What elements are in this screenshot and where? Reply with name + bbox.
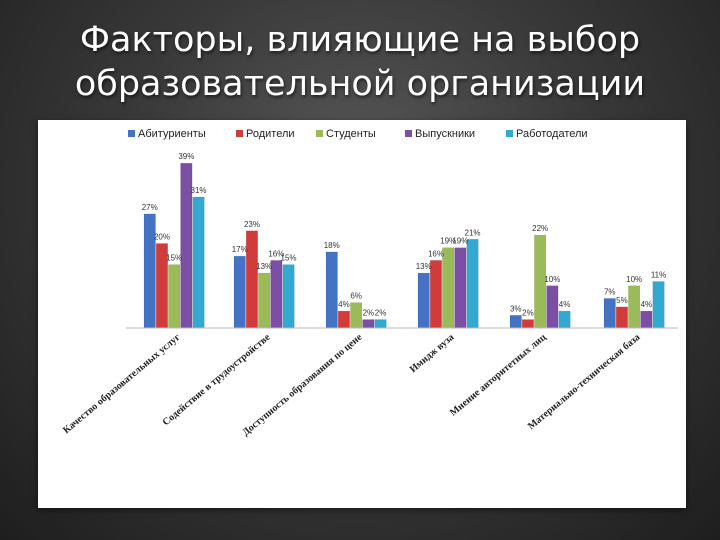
bar xyxy=(245,230,258,329)
bar xyxy=(558,310,571,329)
bar xyxy=(521,319,534,329)
bar xyxy=(325,251,338,329)
legend-entry: Выпускники xyxy=(415,128,475,140)
bar xyxy=(143,213,156,329)
bar-value-label: 2% xyxy=(375,309,387,318)
bar-value-label: 22% xyxy=(532,224,548,233)
bar-value-label: 31% xyxy=(191,186,207,195)
bar xyxy=(442,247,455,329)
bar-value-label: 2% xyxy=(363,309,375,318)
category-label: Имидж вуза xyxy=(408,332,457,375)
legend-swatch xyxy=(128,130,135,137)
bar xyxy=(350,302,363,329)
bar-value-label: 20% xyxy=(154,233,170,242)
bar-value-label: 2% xyxy=(522,309,534,318)
category-label: Содействие в трудоустройстве xyxy=(161,332,273,429)
bar xyxy=(454,247,467,329)
bar xyxy=(652,281,665,329)
bar-value-label: 19% xyxy=(440,237,456,246)
slide-title: Факторы, влияющие на выбор образовательн… xyxy=(0,18,720,106)
bar xyxy=(640,310,653,329)
bar xyxy=(466,239,479,329)
legend-swatch xyxy=(236,130,243,137)
bar-value-label: 10% xyxy=(544,275,560,284)
bar-value-label: 16% xyxy=(268,249,284,258)
bar-value-label: 4% xyxy=(559,300,571,309)
bar-value-label: 3% xyxy=(510,304,522,313)
legend-swatch xyxy=(316,130,323,137)
bar-value-label: 5% xyxy=(616,296,628,305)
bar-value-label: 4% xyxy=(641,300,653,309)
bar-value-label: 39% xyxy=(178,152,194,161)
chart-panel: Абитуриенты Родители Студенты Выпускники Раб… xyxy=(38,120,686,508)
bar-value-label: 18% xyxy=(324,241,340,250)
bar xyxy=(603,298,616,329)
bar-value-label: 13% xyxy=(416,262,432,271)
bar xyxy=(546,285,559,329)
bar-value-label: 11% xyxy=(651,271,666,280)
bar xyxy=(615,306,628,329)
bar-value-label: 27% xyxy=(142,203,158,212)
bar-value-label: 13% xyxy=(256,262,272,271)
bar-value-label: 21% xyxy=(465,228,481,237)
chart-category-labels: Качество образовательных услугСодействие… xyxy=(61,332,642,439)
bar-value-label: 19% xyxy=(452,237,468,246)
bar xyxy=(168,264,181,329)
bar xyxy=(362,319,375,329)
legend-entry: Абитуриенты xyxy=(138,128,206,140)
bar-value-label: 15% xyxy=(166,254,182,263)
bar xyxy=(282,264,295,329)
chart-value-labels: 27%20%15%39%31%17%23%13%16%15%18%4%6%2% 2… xyxy=(142,152,667,317)
bar xyxy=(258,272,271,329)
bar-value-label: 6% xyxy=(350,292,362,301)
bar-chart: Абитуриенты Родители Студенты Выпускники Раб… xyxy=(61,128,678,439)
bar xyxy=(417,272,430,329)
legend-entry: Студенты xyxy=(326,128,376,140)
bar-value-label: 17% xyxy=(232,245,248,254)
slide-title-line-1: Факторы, влияющие на выбор xyxy=(79,20,641,60)
slide-title-line-2: образовательной организации xyxy=(74,64,646,104)
chart-bars xyxy=(143,162,665,329)
bar-value-label: 7% xyxy=(604,287,616,296)
bar xyxy=(429,260,442,329)
chart-legend: Абитуриенты Родители Студенты Выпускники Раб… xyxy=(128,128,588,140)
legend-swatch xyxy=(506,130,513,137)
legend-entry: Родители xyxy=(246,128,295,140)
bar xyxy=(374,319,387,329)
bar xyxy=(509,315,522,329)
bar-value-label: 10% xyxy=(626,275,642,284)
bar-value-label: 16% xyxy=(428,249,444,258)
bar xyxy=(337,310,350,329)
category-label: Мнение авторитетных лиц xyxy=(448,332,549,419)
category-label: Материально-техническая база xyxy=(526,332,642,432)
bar xyxy=(233,255,246,329)
bar xyxy=(270,260,283,329)
legend-entry: Работодатели xyxy=(516,128,588,140)
bar xyxy=(628,285,641,329)
bar-value-label: 4% xyxy=(338,300,350,309)
bar xyxy=(192,196,205,329)
bar-value-label: 23% xyxy=(244,220,260,229)
bar-value-label: 15% xyxy=(281,254,297,263)
legend-swatch xyxy=(405,130,412,137)
